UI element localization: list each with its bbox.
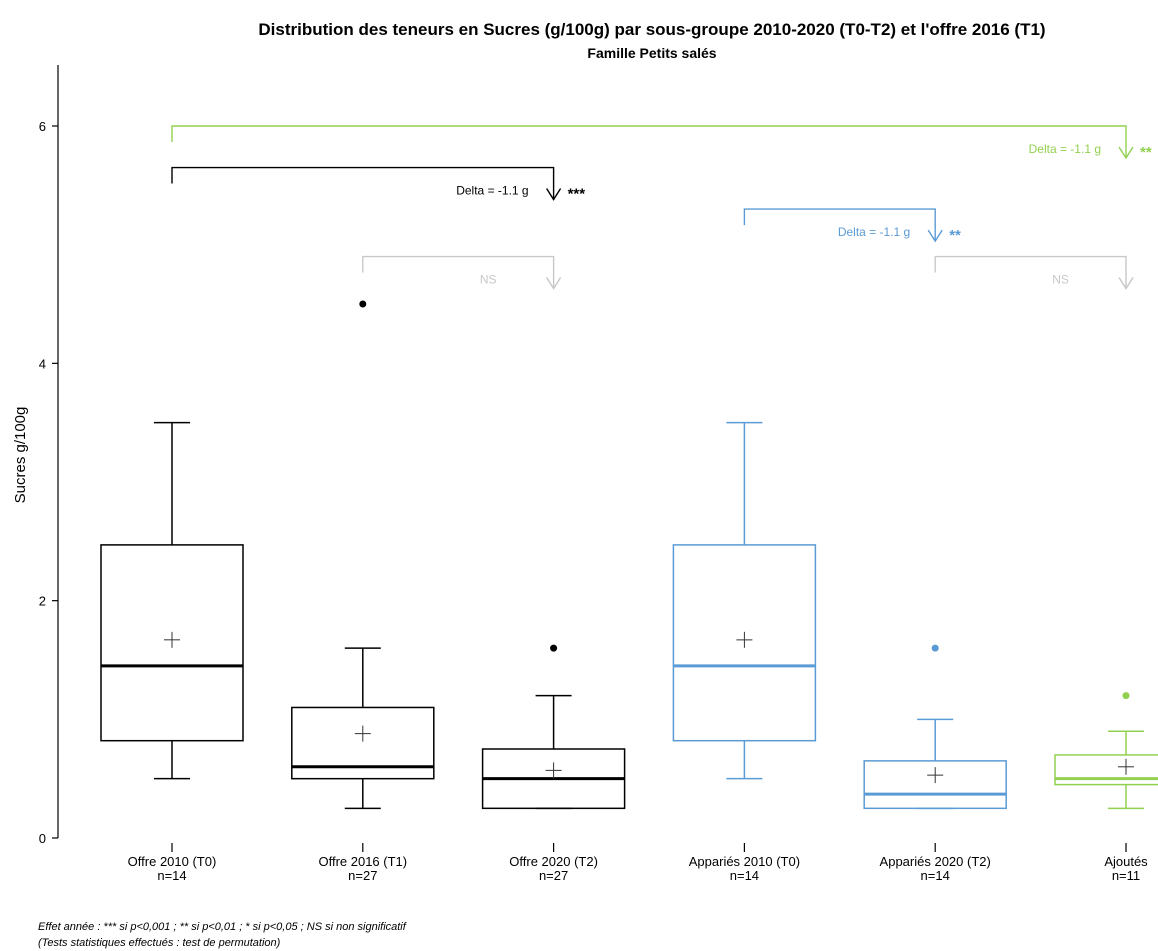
significance-label: ** [1140,144,1152,161]
box-group [1054,692,1158,810]
box [1054,754,1158,786]
comparison-bracket: Delta = -1.1 g *** [171,166,586,203]
box-group [100,421,244,780]
bracket-arrow [1118,146,1134,160]
bracket-line [171,125,1127,158]
bracket-line [171,166,555,200]
chart-subtitle: Famille Petits salés [587,45,716,61]
box-group [291,300,435,810]
x-category-label: Appariés 2020 (T2) [880,854,991,869]
footnote-tests: (Tests statistiques effectués : test de … [38,937,281,949]
bracket-arrow [1118,277,1134,290]
comparison-bracket: NS [362,255,562,290]
box-plots [100,300,1158,810]
outlier-point [931,644,939,652]
comparison-brackets: Delta = -1.1 g **Delta = -1.1 g ***Delta =… [171,125,1152,290]
box-group [863,644,1007,810]
bracket-line [934,255,1127,289]
bracket-line [362,255,555,289]
delta-label: Delta = -1.1 g [456,184,528,198]
footnote-significance: Effet année : *** si p<0,001 ; ** si p<0… [38,921,407,933]
x-count-label: n=27 [539,868,568,883]
x-count-label: n=11 [1112,868,1140,883]
bracket-arrow [546,188,562,201]
comparison-bracket: Delta = -1.1 g ** [743,208,961,244]
x-count-label: n=14 [730,868,759,883]
box-group [481,644,626,810]
x-count-label: n=14 [157,868,186,883]
x-category-label: Offre 2020 (T2) [509,854,598,869]
y-tick-label: 4 [39,356,46,371]
x-count-label: n=27 [348,868,377,883]
bracket-arrow [927,229,943,243]
y-tick-label: 0 [39,831,46,846]
significance-label: *** [568,186,586,203]
comparison-bracket: Delta = -1.1 g ** [171,125,1152,161]
x-category-label: Offre 2010 (T0) [128,854,217,869]
outlier-point [359,300,367,308]
x-category-label: Ajoutés [1104,854,1148,869]
y-tick-label: 2 [39,594,46,609]
y-tick-label: 6 [39,119,46,134]
x-count-label: n=14 [921,868,950,883]
significance-label: NS [480,273,497,287]
bracket-arrow [546,277,562,290]
outlier-point [1122,692,1130,700]
comparison-bracket: NS [934,255,1134,290]
delta-label: Delta = -1.1 g [1029,142,1101,156]
box [100,544,244,742]
y-axis-label: Sucres g/100g [12,407,29,504]
bracket-line [743,208,936,242]
box-group [672,421,817,780]
significance-label: NS [1052,273,1069,287]
delta-label: Delta = -1.1 g [838,225,910,239]
box [672,544,817,742]
y-axis: 0 2 4 6 [39,65,59,846]
significance-label: ** [949,227,961,244]
box [291,706,435,780]
outlier-point [550,644,558,652]
x-category-label: Offre 2016 (T1) [318,854,407,869]
box [863,760,1007,810]
chart-title: Distribution des teneurs en Sucres (g/10… [258,20,1045,39]
x-category-label: Appariés 2010 (T0) [689,854,800,869]
